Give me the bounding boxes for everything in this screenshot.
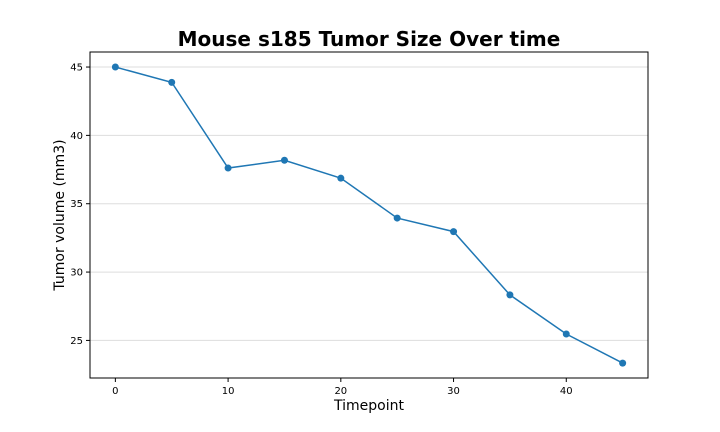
y-tick-label: 45	[70, 63, 83, 74]
data-point	[168, 78, 176, 86]
grid-lines	[90, 66, 648, 341]
y-axis-ticks: 25 30 35 40 45	[70, 63, 90, 347]
plot-frame	[89, 51, 649, 379]
x-tick-label: 20	[334, 386, 347, 397]
chart-title: Mouse s185 Tumor Size Over time	[178, 27, 561, 51]
series-layer	[111, 63, 627, 367]
y-tick-label: 35	[70, 199, 83, 210]
y-tick-label: 30	[70, 268, 83, 279]
data-point	[280, 156, 288, 164]
data-point	[562, 330, 570, 338]
data-point	[224, 164, 232, 172]
data-point	[506, 291, 514, 299]
data-point	[619, 359, 627, 367]
data-point	[393, 214, 401, 222]
data-point	[450, 228, 458, 236]
data-point	[111, 63, 119, 71]
y-tick-label: 25	[70, 336, 83, 347]
x-tick-label: 30	[447, 386, 460, 397]
x-axis-label: Timepoint	[333, 398, 404, 414]
x-tick-label: 10	[222, 386, 235, 397]
y-tick-label: 40	[70, 131, 83, 142]
x-axis-ticks: 0 10 20 30 40	[112, 378, 573, 397]
x-tick-label: 40	[560, 386, 573, 397]
y-axis-label: Tumor volume (mm3)	[52, 139, 68, 291]
x-tick-label: 0	[112, 386, 118, 397]
data-point	[337, 174, 345, 182]
series-line	[115, 66, 623, 364]
